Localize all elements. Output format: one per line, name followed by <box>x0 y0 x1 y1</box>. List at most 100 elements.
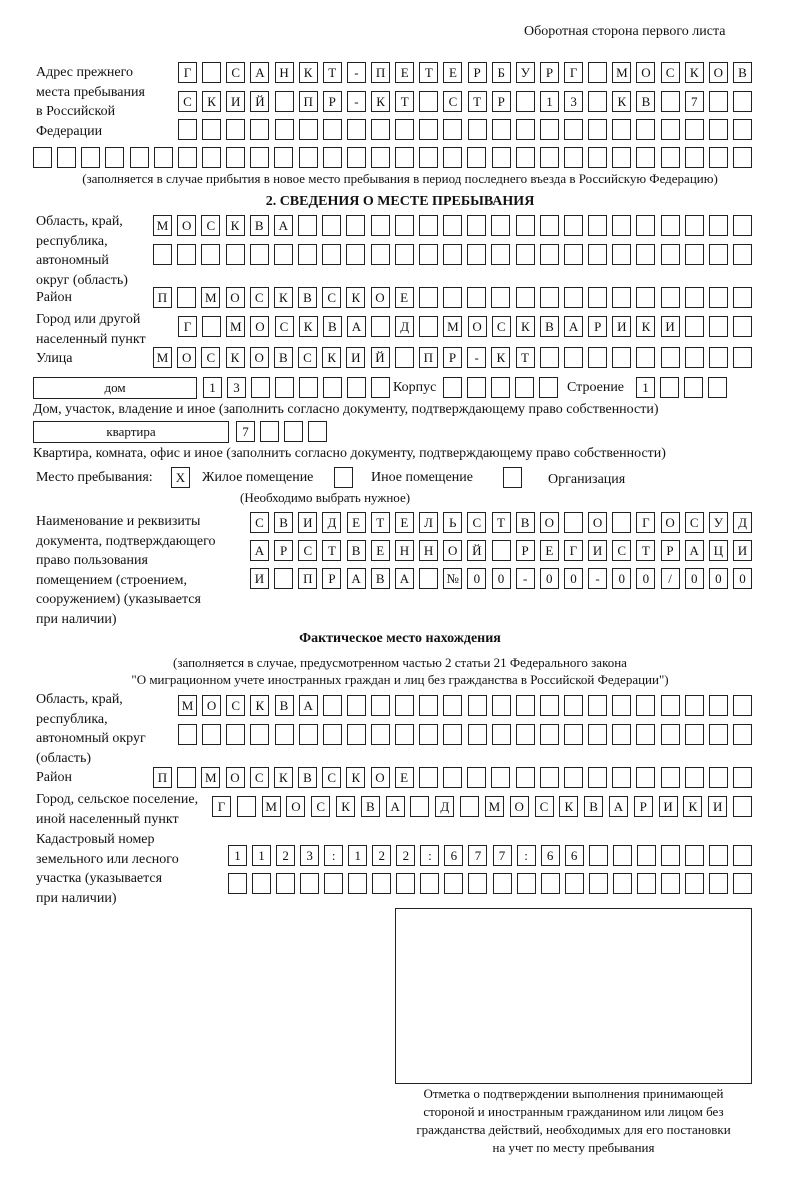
char-cell[interactable]: 2 <box>396 845 416 866</box>
char-cell[interactable] <box>660 91 680 112</box>
char-cell[interactable]: Т <box>515 347 535 368</box>
char-cell[interactable]: С <box>274 316 294 337</box>
char-cell[interactable]: - <box>515 568 535 589</box>
char-cell[interactable] <box>563 287 583 308</box>
char-cell[interactable]: 0 <box>684 568 704 589</box>
char-cell[interactable] <box>636 215 656 236</box>
char-cell[interactable]: О <box>225 767 245 788</box>
char-cell[interactable] <box>708 147 728 168</box>
char-cell[interactable]: 1 <box>348 845 368 866</box>
char-cell[interactable] <box>612 695 632 716</box>
char-cell[interactable]: О <box>202 695 222 716</box>
char-cell[interactable] <box>418 287 438 308</box>
char-cell[interactable] <box>410 796 430 817</box>
char-cell[interactable]: Н <box>419 540 439 561</box>
char-cell[interactable] <box>708 316 728 337</box>
char-cell[interactable] <box>708 215 728 236</box>
char-cell[interactable] <box>443 767 462 788</box>
char-cell[interactable]: Т <box>395 91 415 112</box>
char-cell[interactable]: П <box>298 568 318 589</box>
char-cell[interactable] <box>733 724 752 745</box>
char-cell[interactable]: П <box>371 62 391 83</box>
char-cell[interactable] <box>636 287 656 308</box>
char-cell[interactable] <box>250 724 270 745</box>
char-cell[interactable] <box>539 767 559 788</box>
char-cell[interactable] <box>346 244 366 265</box>
char-cell[interactable] <box>370 244 390 265</box>
char-cell[interactable] <box>395 119 415 140</box>
char-cell[interactable] <box>226 119 246 140</box>
char-cell[interactable]: О <box>443 540 463 561</box>
char-cell[interactable]: С <box>178 91 197 112</box>
char-cell[interactable]: Л <box>419 512 439 533</box>
char-cell[interactable]: К <box>636 316 656 337</box>
char-cell[interactable]: С <box>250 512 269 533</box>
char-cell[interactable]: К <box>298 62 318 83</box>
char-cell[interactable]: Ь <box>443 512 463 533</box>
char-cell[interactable]: В <box>584 796 604 817</box>
char-cell[interactable] <box>588 845 608 866</box>
char-cell[interactable]: М <box>261 796 281 817</box>
char-cell[interactable]: С <box>534 796 554 817</box>
char-cell[interactable]: К <box>250 695 270 716</box>
char-cell[interactable]: В <box>274 512 294 533</box>
char-cell[interactable]: А <box>346 316 366 337</box>
char-cell[interactable]: 7 <box>492 845 512 866</box>
char-cell[interactable] <box>563 767 583 788</box>
char-cell[interactable]: О <box>249 347 269 368</box>
char-cell[interactable] <box>708 695 728 716</box>
char-cell[interactable]: О <box>509 796 529 817</box>
char-cell[interactable]: Ц <box>708 540 728 561</box>
char-cell[interactable] <box>708 119 728 140</box>
char-cell[interactable] <box>467 215 487 236</box>
char-cell[interactable]: Г <box>212 796 231 817</box>
char-cell[interactable] <box>491 287 511 308</box>
char-cell[interactable] <box>299 377 318 398</box>
char-cell[interactable] <box>443 724 463 745</box>
char-cell[interactable] <box>275 377 294 398</box>
char-cell[interactable] <box>371 724 391 745</box>
char-cell[interactable]: - <box>346 91 366 112</box>
char-cell[interactable] <box>636 845 656 866</box>
char-cell[interactable] <box>322 695 342 716</box>
char-cell[interactable]: А <box>298 695 318 716</box>
char-cell[interactable] <box>588 62 608 83</box>
char-cell[interactable] <box>419 724 439 745</box>
char-cell[interactable] <box>177 767 197 788</box>
char-cell[interactable] <box>491 215 511 236</box>
char-cell[interactable] <box>660 873 680 894</box>
char-cell[interactable] <box>418 244 438 265</box>
char-cell[interactable]: Е <box>394 287 414 308</box>
char-cell[interactable] <box>733 147 752 168</box>
char-cell[interactable] <box>236 796 256 817</box>
char-cell[interactable] <box>588 347 607 368</box>
char-cell[interactable]: К <box>346 767 366 788</box>
char-cell[interactable]: Т <box>419 62 439 83</box>
char-cell[interactable]: В <box>249 215 269 236</box>
char-cell[interactable] <box>660 767 680 788</box>
char-cell[interactable]: Р <box>539 62 559 83</box>
char-cell[interactable]: Г <box>178 316 197 337</box>
char-cell[interactable] <box>177 147 197 168</box>
char-cell[interactable] <box>515 724 535 745</box>
char-cell[interactable] <box>396 873 416 894</box>
char-cell[interactable] <box>252 873 272 894</box>
char-cell[interactable] <box>563 347 583 368</box>
char-cell[interactable]: А <box>385 796 405 817</box>
char-cell[interactable]: О <box>636 62 656 83</box>
char-cell[interactable]: Р <box>491 91 511 112</box>
char-cell[interactable] <box>372 873 392 894</box>
char-cell[interactable]: У <box>708 512 728 533</box>
char-cell[interactable] <box>660 215 680 236</box>
char-cell[interactable]: В <box>733 62 752 83</box>
char-cell[interactable] <box>419 568 439 589</box>
char-cell[interactable]: Е <box>539 540 559 561</box>
char-cell[interactable]: М <box>484 796 504 817</box>
char-cell[interactable]: М <box>178 695 197 716</box>
char-cell[interactable] <box>467 377 486 398</box>
char-cell[interactable]: В <box>360 796 380 817</box>
char-cell[interactable] <box>419 695 439 716</box>
char-cell[interactable]: Т <box>467 91 487 112</box>
char-cell[interactable]: В <box>298 287 317 308</box>
char-cell[interactable] <box>201 244 221 265</box>
